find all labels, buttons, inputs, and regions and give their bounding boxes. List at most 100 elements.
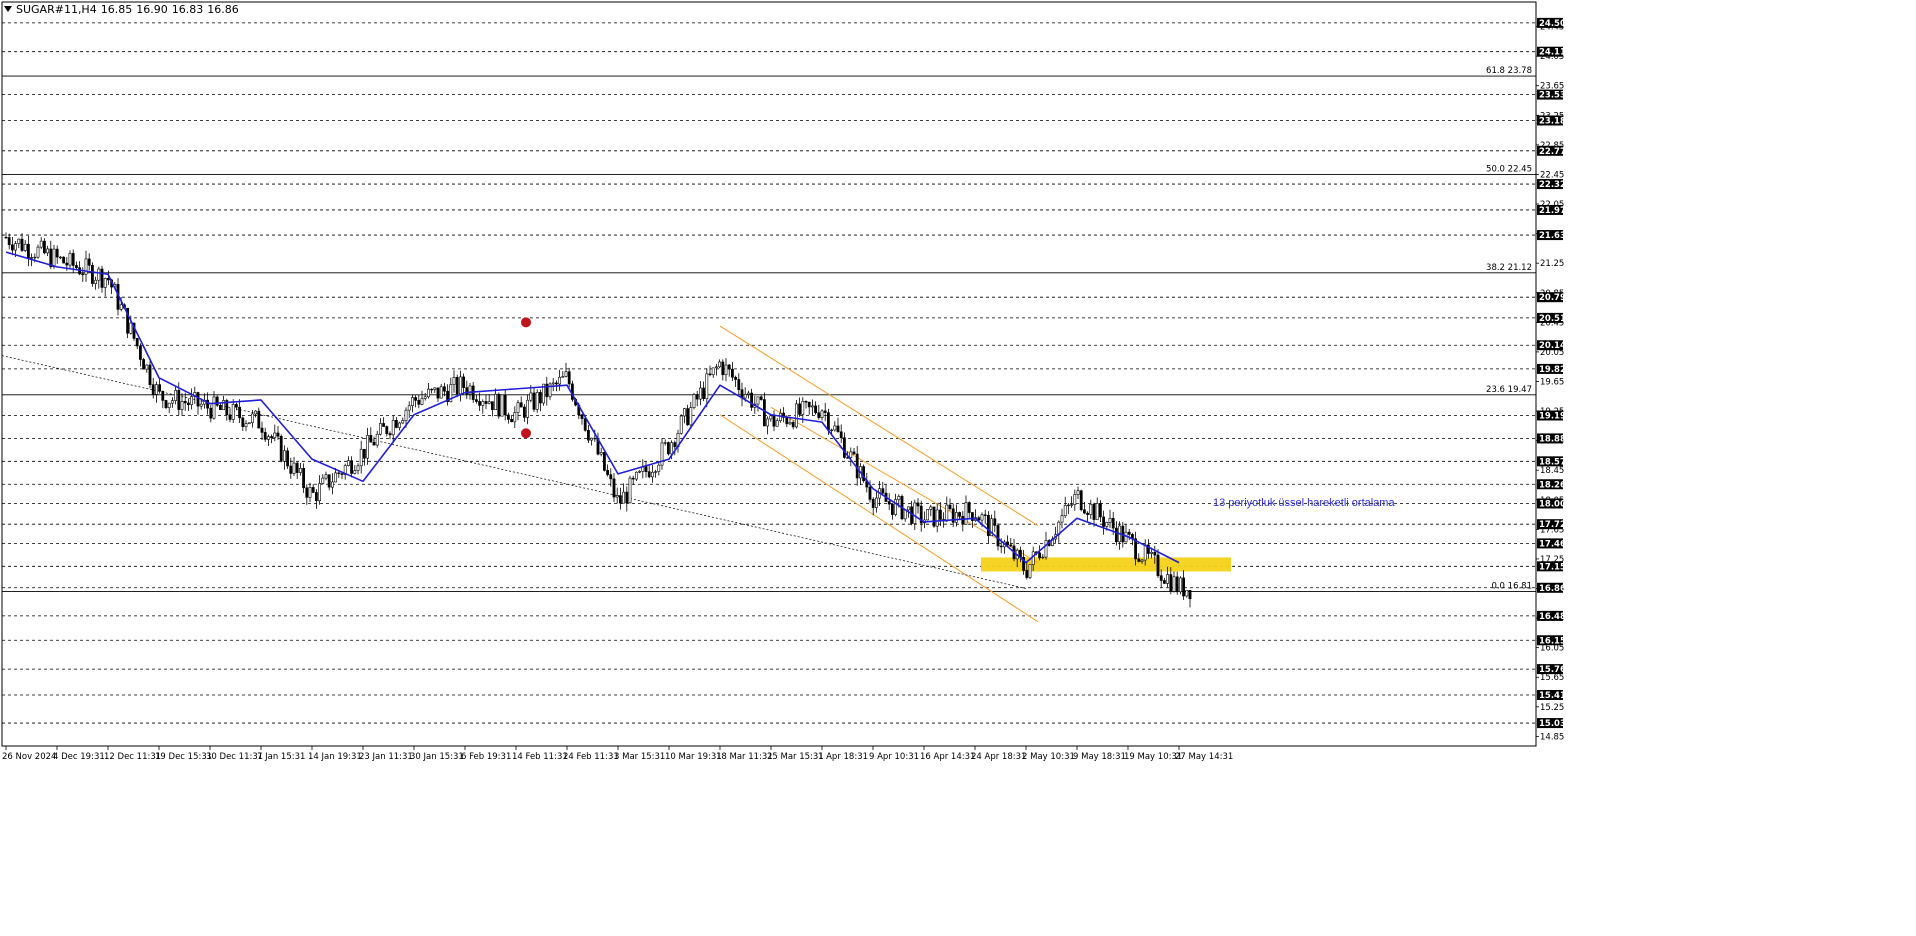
y-tick-label: 19.65 [1540,377,1564,387]
candle-body [698,387,702,400]
x-tick-label: 14 Feb 11:31 [512,752,568,762]
candle-body [209,407,213,419]
symbol-label: SUGAR#11,H4 [16,3,97,16]
candle-body [244,423,248,427]
candle-body [126,307,130,334]
level-price-label: 16.48 [1539,612,1566,622]
candle-body [177,389,181,410]
candle-body [378,423,382,435]
candle-body [734,376,738,380]
candle-body [155,384,158,395]
candle-body [967,502,971,513]
candle-body [84,258,88,275]
candle-body [567,371,571,385]
candle-body [538,392,542,404]
candle-body [212,396,216,419]
candle-body [219,404,222,411]
candle-body [513,412,517,423]
candle-body [926,509,930,521]
candle-body [1153,551,1157,556]
candle-body [225,400,229,416]
candle-body [548,383,552,398]
level-price-label: 20.79 [1539,293,1566,303]
candle-body [94,279,98,284]
x-tick-label: 9 Apr 10:31 [869,752,919,762]
channel-middle-line [770,406,1039,564]
candle-body [346,460,350,466]
candle-body [298,468,302,473]
candle-body [273,432,277,439]
candle-body [1166,574,1170,584]
candle-body [606,470,610,475]
x-tick-label: 18 Mar 11:31 [716,752,773,762]
candle-body [823,410,827,413]
y-tick-label: 21.25 [1540,259,1564,269]
x-tick-label: 14 Jan 19:31 [308,752,362,762]
candle-body [532,392,536,410]
candle-body [862,466,866,482]
level-price-box [1537,340,1563,351]
level-price-label: 24.50 [1539,19,1566,29]
candle-body [222,400,226,411]
candle-body [474,399,478,402]
candle-body [980,514,984,521]
candle-body [714,366,718,369]
candle-body [1156,554,1160,576]
fib-label: 61.8 23.78 [1486,66,1532,76]
candle-body [1127,531,1131,535]
level-price-label: 15.76 [1539,665,1566,675]
x-tick-label: 1 Apr 18:31 [818,752,868,762]
channel-lower-line [719,414,1039,623]
candle-body [139,345,142,360]
level-price-box [1537,179,1563,190]
fibonacci-levels: 61.8 23.78 50.0 22.45 38.2 21.12 23.6 19.47… [2,66,1536,592]
candle-body [388,433,392,436]
marker-dot [521,428,531,439]
dropdown-triangle-icon[interactable] [4,6,12,12]
candle-body [158,384,162,392]
candle-body [1115,527,1118,543]
channel-upper-line [719,325,1039,527]
candle-body [71,253,75,266]
x-tick-label: 26 Nov 2024 [2,752,56,762]
candle-body [334,472,338,483]
candle-body [1022,557,1026,571]
candle-body [107,278,110,281]
candle-body [318,483,322,502]
level-price-label: 15.03 [1539,719,1566,729]
candle-body [705,373,709,399]
candle-body [58,256,62,259]
y-tick-label: 17.25 [1540,555,1564,565]
x-tick-label: 19 Dec 15:31 [155,752,212,762]
level-price-label: 22.32 [1539,180,1566,190]
annotation: 13 periyotluk üssel hareketli ortalama [1213,497,1395,509]
candle-body [542,383,546,404]
candle-body [682,408,686,417]
candle-body [81,273,85,275]
candle-body [247,422,251,424]
candle-body [561,376,565,378]
y-tick-label: 23.65 [1540,82,1564,92]
candle-body [756,396,760,405]
candle-body [1111,517,1115,529]
candle-body [279,435,283,462]
candle-body [100,268,104,288]
candle-body [583,418,587,431]
candle-body [999,545,1003,548]
level-price-box [1537,498,1563,509]
candle-body [743,394,747,399]
candle-body [449,384,453,402]
candle-body [1134,538,1138,560]
level-price-label: 16.86 [1539,584,1566,594]
candle-body [916,502,920,507]
candle-body [730,368,734,378]
y-tick-label: 18.45 [1540,466,1564,476]
candle-body [804,401,808,403]
candle-body [1095,503,1099,520]
plot-border [1,1,1537,747]
candle-body [775,420,779,427]
candle-body [929,506,933,510]
x-tick-label: 2 May 10:31 [1022,752,1075,762]
candle-body [436,387,440,399]
